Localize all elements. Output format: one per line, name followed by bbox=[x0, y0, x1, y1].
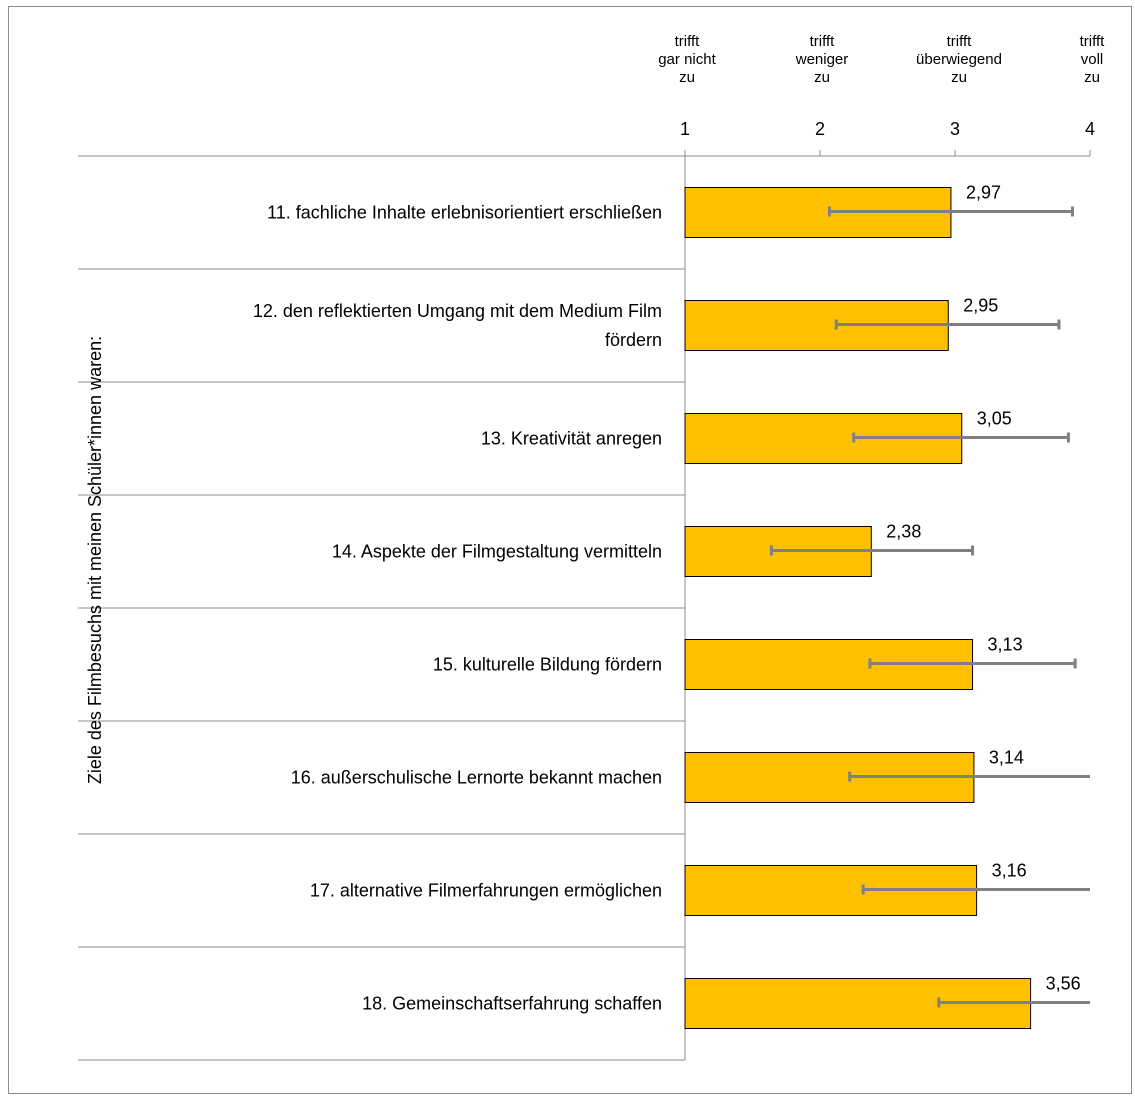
scale-label-line: trifft bbox=[947, 33, 973, 50]
category-label-line: 11. fachliche Inhalte erlebnisorientiert… bbox=[267, 203, 662, 223]
category-rows: 11. fachliche Inhalte erlebnisorientiert… bbox=[78, 203, 685, 1061]
scale-label-line: zu bbox=[1084, 69, 1100, 86]
bars bbox=[684, 187, 1032, 1029]
category-label-line: fördern bbox=[605, 330, 662, 350]
scale-label-line: trifft bbox=[810, 33, 836, 50]
category-label-line: 16. außerschulische Lernorte bekannt mac… bbox=[291, 768, 662, 788]
scale-label-line: zu bbox=[814, 69, 830, 86]
data-label: 2,95 bbox=[963, 296, 998, 316]
category-label: 12. den reflektierten Umgang mit dem Med… bbox=[253, 301, 662, 350]
data-label: 3,56 bbox=[1046, 974, 1081, 994]
error-bars bbox=[769, 206, 1090, 1008]
chart-frame bbox=[8, 6, 1132, 1094]
scale-label: trifft weniger zu bbox=[795, 33, 849, 86]
group-label: Ziele des Filmbesuchs mit meinen Schüler… bbox=[85, 336, 105, 784]
bar bbox=[684, 300, 949, 351]
scale-label-line: überwiegend bbox=[916, 51, 1002, 68]
data-label: 2,38 bbox=[886, 522, 921, 542]
data-labels: 2,97 2,95 3,05 2,38 3,13 3,14 3,16 3,56 bbox=[886, 183, 1080, 994]
x-tick-label: 3 bbox=[950, 119, 960, 139]
category-label: 14. Aspekte der Filmgestaltung vermittel… bbox=[332, 542, 662, 562]
data-label: 3,05 bbox=[977, 409, 1012, 429]
x-tick-label: 1 bbox=[680, 119, 690, 139]
scale-label-line: gar nicht bbox=[658, 51, 716, 68]
category-label-line: 14. Aspekte der Filmgestaltung vermittel… bbox=[332, 542, 662, 562]
scale-label-line: zu bbox=[679, 69, 695, 86]
scale-label-line: weniger bbox=[795, 51, 849, 68]
x-tick-label: 2 bbox=[815, 119, 825, 139]
scale-label-line: zu bbox=[951, 69, 967, 86]
category-label-line: 15. kulturelle Bildung fördern bbox=[433, 655, 662, 675]
category-label: 17. alternative Filmerfahrungen ermöglic… bbox=[310, 881, 662, 901]
category-label: 11. fachliche Inhalte erlebnisorientiert… bbox=[267, 203, 662, 223]
scale-label: trifft voll zu bbox=[1080, 33, 1106, 86]
scale-label-line: voll bbox=[1081, 51, 1104, 68]
category-label-line: 18. Gemeinschaftserfahrung schaffen bbox=[362, 994, 662, 1014]
scale-label: trifft überwiegend zu bbox=[916, 33, 1002, 86]
category-label-line: 12. den reflektierten Umgang mit dem Med… bbox=[253, 301, 662, 321]
category-label-line: 13. Kreativität anregen bbox=[481, 429, 662, 449]
x-tick-label: 4 bbox=[1085, 119, 1095, 139]
scale-label: trifft gar nicht zu bbox=[658, 33, 716, 86]
category-label: 13. Kreativität anregen bbox=[481, 429, 662, 449]
data-label: 3,14 bbox=[989, 748, 1024, 768]
scale-label-line: trifft bbox=[1080, 33, 1106, 50]
data-label: 3,13 bbox=[988, 635, 1023, 655]
data-label: 2,97 bbox=[966, 183, 1001, 203]
category-label: 18. Gemeinschaftserfahrung schaffen bbox=[362, 994, 662, 1014]
category-label-line: 17. alternative Filmerfahrungen ermöglic… bbox=[310, 881, 662, 901]
scale-label-line: trifft bbox=[675, 33, 701, 50]
x-axis: 1 2 3 4 bbox=[78, 119, 1095, 1060]
category-label: 15. kulturelle Bildung fördern bbox=[433, 655, 662, 675]
data-label: 3,16 bbox=[992, 861, 1027, 881]
category-label: 16. außerschulische Lernorte bekannt mac… bbox=[291, 768, 662, 788]
